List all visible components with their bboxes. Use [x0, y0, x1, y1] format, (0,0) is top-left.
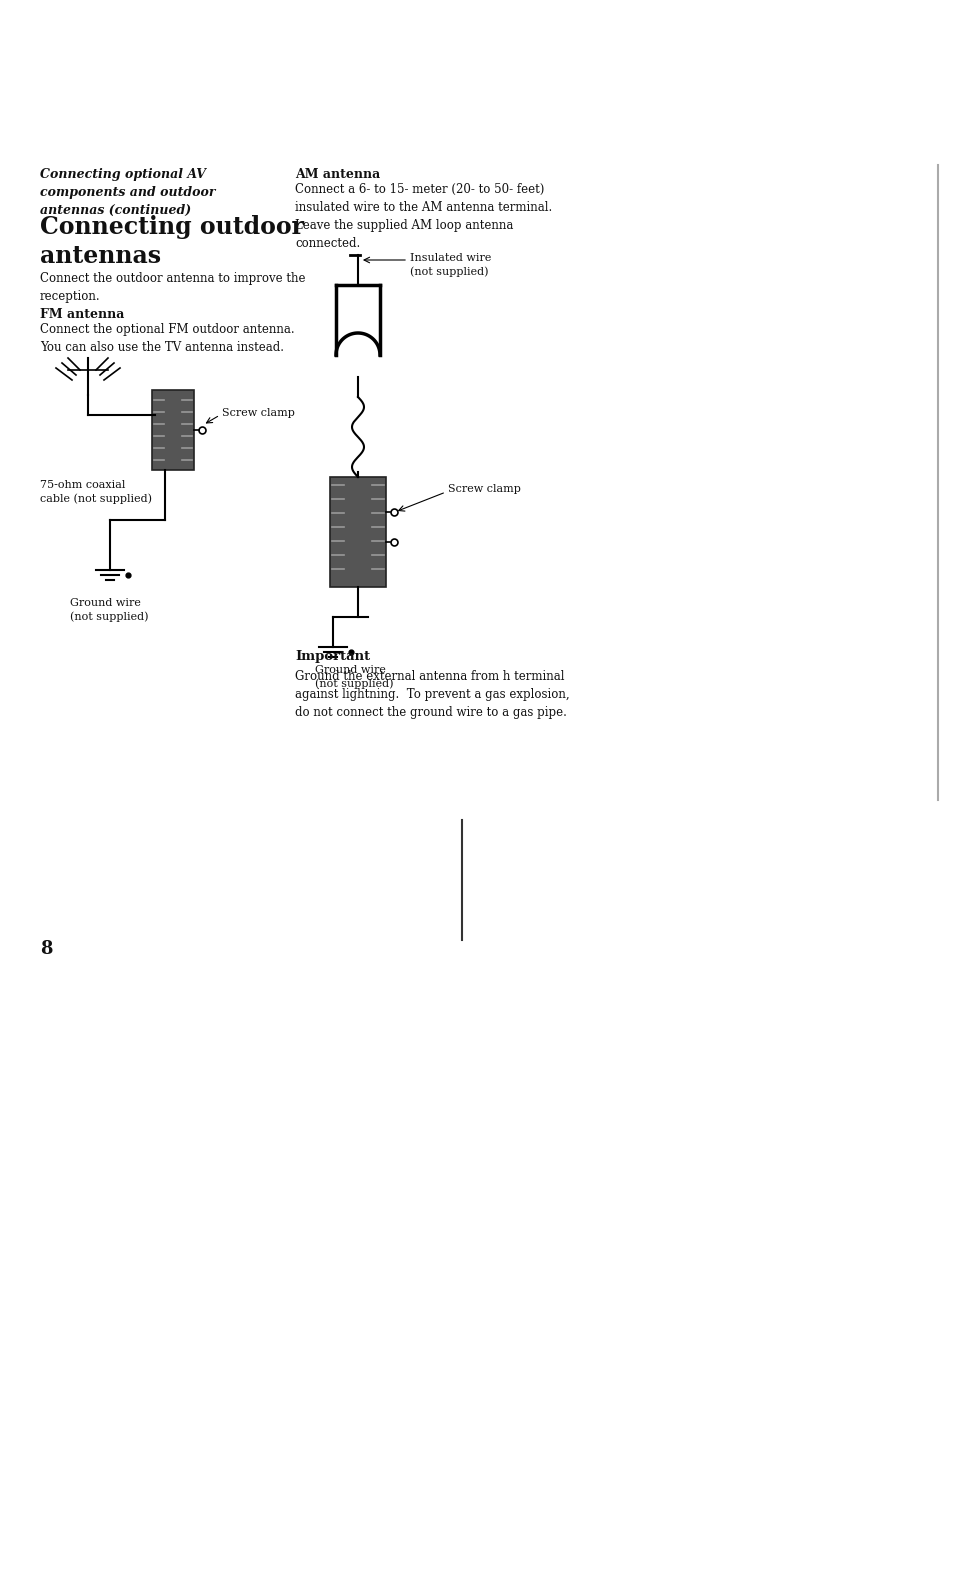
Text: Ground wire
(not supplied): Ground wire (not supplied): [314, 665, 393, 689]
Text: Important: Important: [294, 649, 370, 663]
Text: Screw clamp: Screw clamp: [222, 409, 294, 418]
Text: 8: 8: [40, 940, 52, 957]
Text: Connect a 6- to 15- meter (20- to 50- feet)
insulated wire to the AM antenna ter: Connect a 6- to 15- meter (20- to 50- fe…: [294, 182, 552, 250]
Text: Ground the external antenna from h terminal
against lightning.  To prevent a gas: Ground the external antenna from h termi…: [294, 670, 569, 718]
Text: Connecting optional AV
components and outdoor
antennas (continued): Connecting optional AV components and ou…: [40, 168, 215, 217]
Text: Ground wire
(not supplied): Ground wire (not supplied): [70, 597, 149, 623]
Text: Connect the optional FM outdoor antenna.
You can also use the TV antenna instead: Connect the optional FM outdoor antenna.…: [40, 322, 294, 354]
Text: FM antenna: FM antenna: [40, 308, 124, 321]
Text: AM antenna: AM antenna: [294, 168, 380, 181]
Text: Connecting outdoor
antennas: Connecting outdoor antennas: [40, 215, 304, 267]
Text: Connect the outdoor antenna to improve the
reception.: Connect the outdoor antenna to improve t…: [40, 272, 305, 303]
Text: Screw clamp: Screw clamp: [448, 484, 520, 494]
Text: Insulated wire
(not supplied): Insulated wire (not supplied): [410, 253, 491, 277]
Text: 75-ohm coaxial
cable (not supplied): 75-ohm coaxial cable (not supplied): [40, 479, 152, 505]
Bar: [152, 390, 193, 470]
Bar: [330, 476, 386, 586]
